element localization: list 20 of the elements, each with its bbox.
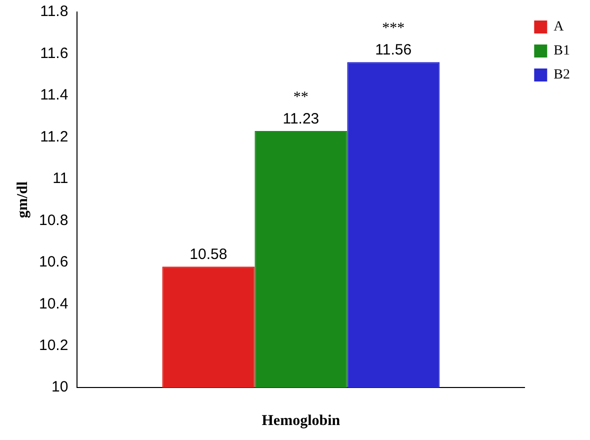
annotation: ** — [293, 89, 308, 106]
legend-label: B1 — [554, 44, 570, 59]
annotation: *** — [382, 20, 405, 37]
y-tick-label: 10.6 — [38, 254, 68, 271]
y-tick-label: 10 — [52, 378, 68, 396]
y-tick-label: 11.4 — [40, 86, 68, 104]
x-axis-title: Hemoglobin — [262, 412, 341, 429]
y-tick-label: 10.8 — [38, 212, 68, 229]
y-axis-title: gm/dl — [14, 181, 31, 218]
data-label: 11.56 — [375, 42, 412, 59]
y-tick-label: 11 — [52, 170, 68, 188]
data-label: 11.23 — [282, 110, 320, 128]
data-label: 10.58 — [190, 246, 228, 264]
y-tick-label: 10.4 — [38, 295, 68, 312]
y-tick-label: 10.2 — [38, 337, 68, 354]
y-tick-label: 11.8 — [40, 3, 68, 20]
y-tick-label: 11.2 — [40, 128, 68, 146]
y-tick-label: 11.6 — [40, 44, 68, 62]
legend-label: B2 — [554, 68, 570, 83]
legend-label: A — [554, 20, 565, 35]
